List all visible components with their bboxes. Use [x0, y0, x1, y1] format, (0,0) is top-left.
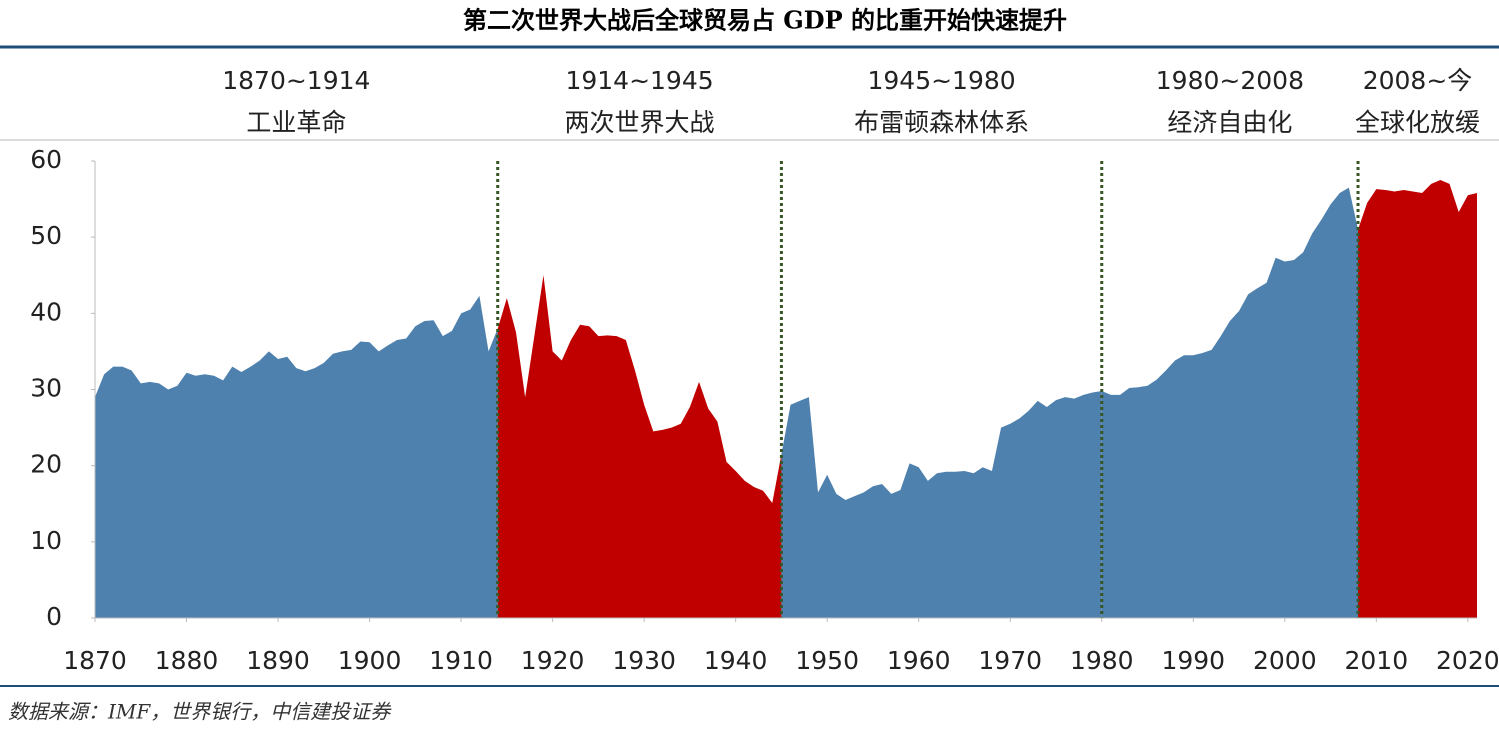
period-label: 1870~1914 [222, 66, 370, 95]
x-tick-label: 1890 [246, 646, 310, 675]
x-tick-label: 1960 [887, 646, 951, 675]
x-tick-label: 2010 [1345, 646, 1409, 675]
x-tick-label: 1940 [704, 646, 768, 675]
y-tick-label: 10 [30, 526, 62, 555]
x-tick-label: 1920 [521, 646, 585, 675]
area-segment [781, 391, 1102, 618]
x-tick-label: 1990 [1161, 646, 1225, 675]
period-label: 2008~今 [1363, 66, 1473, 95]
y-tick-label: 50 [30, 221, 62, 250]
x-tick-label: 1970 [978, 646, 1042, 675]
x-tick-label: 1910 [429, 646, 493, 675]
x-tick-label: 1980 [1070, 646, 1134, 675]
x-tick-label: 2000 [1253, 646, 1317, 675]
chart-title: 第二次世界大战后全球贸易占 GDP 的比重开始快速提升 [463, 6, 1067, 35]
y-tick-label: 20 [30, 450, 62, 479]
y-tick-label: 40 [30, 297, 62, 326]
period-sublabel: 全球化放缓 [1355, 108, 1480, 137]
source-note: 数据来源：IMF，世界银行，中信建投证券 [8, 700, 392, 724]
area-segment [1358, 180, 1477, 618]
y-tick-label: 30 [30, 374, 62, 403]
period-label: 1914~1945 [565, 66, 713, 95]
y-tick-label: 60 [30, 145, 62, 174]
y-tick-label: 0 [46, 602, 62, 631]
area-segment [95, 295, 498, 618]
period-sublabel: 布雷顿森林体系 [854, 108, 1029, 137]
x-tick-label: 1950 [795, 646, 859, 675]
period-sublabel: 经济自由化 [1167, 108, 1292, 137]
area-segment [1101, 187, 1359, 619]
period-sublabel: 工业革命 [246, 108, 346, 137]
x-tick-label: 1870 [63, 646, 127, 675]
area-segment [497, 275, 782, 618]
period-sublabel: 两次世界大战 [565, 108, 715, 137]
x-tick-label: 1900 [338, 646, 402, 675]
x-tick-label: 1880 [155, 646, 219, 675]
period-label: 1980~2008 [1156, 66, 1304, 95]
period-label: 1945~1980 [867, 66, 1015, 95]
x-tick-label: 1930 [612, 646, 676, 675]
x-tick-label: 2020 [1436, 646, 1499, 675]
